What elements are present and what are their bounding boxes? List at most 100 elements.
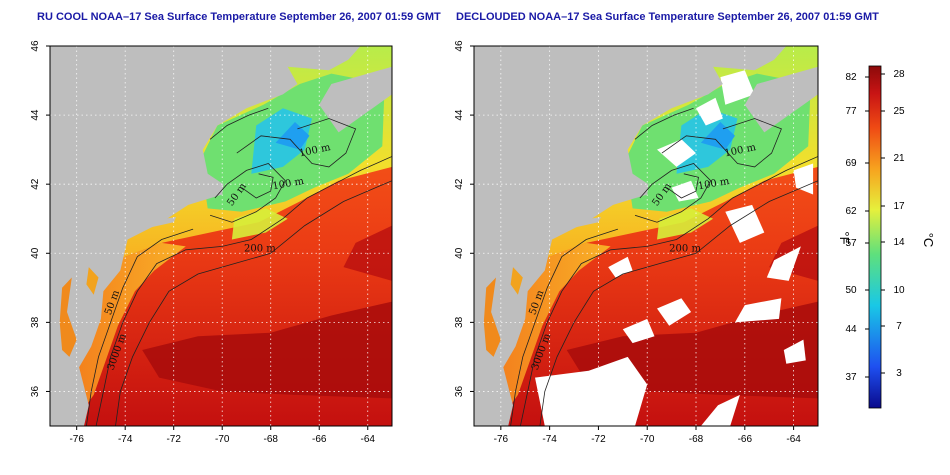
right-land-cape-cod — [632, 182, 649, 198]
contour-bank-top — [666, 173, 699, 199]
colorbar-ramp — [868, 65, 882, 409]
longitude-tick-label: -76 — [69, 434, 84, 445]
celsius-unit-label: °C — [921, 233, 936, 248]
longitude-tick-label: -72 — [166, 434, 181, 445]
longitude-tick-label: -72 — [591, 434, 606, 445]
fahrenheit-tick-label: 69 — [845, 158, 857, 169]
celsius-tick-label: 7 — [896, 321, 902, 332]
contour-nearshore — [634, 107, 694, 140]
longitude-tick-label: -70 — [640, 434, 655, 445]
contour-100m-gom — [661, 118, 782, 168]
right-graticule — [474, 46, 818, 426]
latitude-tick-label: 44 — [454, 109, 465, 121]
contour-label: 200 m — [669, 244, 701, 255]
cloud-mask-16 — [608, 256, 633, 278]
left-panel-title: RU COOL NOAA–17 Sea Surface Temperature … — [37, 11, 441, 23]
right-chesapeake-bay — [483, 277, 501, 357]
right-panel-title: DECLOUDED NOAA–17 Sea Surface Temperatur… — [456, 11, 879, 23]
latitude-tick-label: 44 — [30, 109, 41, 121]
fahrenheit-tick-label: 37 — [845, 372, 857, 383]
left-land-us-coast — [50, 46, 361, 426]
latitude-tick-label: 38 — [454, 316, 465, 328]
latitude-tick-label: 46 — [30, 40, 41, 52]
cloud-mask-2 — [725, 204, 765, 243]
cloud-mask-14 — [578, 405, 609, 426]
celsius-tick-label: 25 — [893, 106, 905, 117]
latitude-tick-label: 36 — [30, 386, 41, 398]
left-graticule — [50, 46, 392, 426]
celsius-tick-label: 17 — [893, 201, 905, 212]
longitude-tick-label: -64 — [786, 434, 801, 445]
right-land-us-coast — [474, 46, 787, 426]
longitude-tick-label: -70 — [215, 434, 230, 445]
left-cold-core — [275, 122, 310, 150]
right-land-nova-scotia — [744, 66, 818, 133]
contour-label: 200 m — [244, 244, 276, 255]
celsius-tick-label: 14 — [893, 237, 905, 248]
longitude-tick-label: -64 — [361, 434, 376, 445]
contour-3000m — [115, 180, 392, 426]
contour-200m — [95, 156, 392, 426]
contour-50m-coast — [510, 228, 619, 426]
longitude-tick-label: -74 — [118, 434, 133, 445]
left-land-cape-cod — [207, 182, 224, 198]
left-land-long-island — [127, 217, 177, 233]
longitude-tick-label: -66 — [312, 434, 327, 445]
longitude-tick-label: -76 — [494, 434, 509, 445]
cloud-mask-4 — [735, 298, 782, 323]
contour-label: 100 m — [272, 176, 306, 192]
latitude-tick-label: 46 — [454, 40, 465, 52]
cloud-mask-5 — [657, 298, 692, 326]
celsius-tick-label: 21 — [893, 153, 905, 164]
contour-3000m — [539, 180, 818, 426]
left-land-nova-scotia — [319, 66, 392, 133]
fahrenheit-tick-label: 82 — [845, 72, 857, 83]
temperature-colorbar: 82 77 69 62 57 50 44 37 28 25 21 17 14 10 7 3 °F °C — [837, 65, 936, 409]
latitude-tick-label: 42 — [454, 178, 465, 190]
right-land-long-island — [552, 217, 601, 233]
longitude-tick-label: -74 — [542, 434, 557, 445]
longitude-tick-label: -66 — [738, 434, 753, 445]
left-delaware-bay — [86, 267, 99, 295]
fahrenheit-tick-label: 77 — [845, 106, 857, 117]
cloud-mask-12 — [696, 97, 723, 126]
cloud-mask-6 — [622, 318, 655, 344]
cloud-mask-3 — [766, 246, 801, 281]
right-delaware-bay — [510, 267, 523, 295]
left-gulf-stream-band — [142, 301, 392, 399]
right-map-area — [474, 46, 818, 426]
fahrenheit-tick-label: 44 — [845, 324, 857, 335]
left-bathymetry-contours — [86, 107, 392, 426]
longitude-tick-label: -68 — [689, 434, 704, 445]
contour-bank-top — [241, 173, 274, 199]
cloud-mask-10 — [657, 139, 696, 167]
left-map-frame — [49, 45, 393, 427]
fahrenheit-tick-label: 50 — [845, 285, 857, 296]
left-map-area — [50, 46, 392, 426]
cloud-mask-1 — [700, 394, 740, 426]
contour-100m-gom — [236, 118, 357, 168]
latitude-tick-label: 38 — [30, 316, 41, 328]
fahrenheit-tick-label: 62 — [845, 206, 857, 217]
cloud-mask-13 — [559, 391, 584, 416]
celsius-tick-label: 3 — [896, 368, 902, 379]
right-bathymetry-contours — [510, 107, 818, 426]
latitude-tick-label: 40 — [454, 247, 465, 259]
fahrenheit-unit-label: °F — [837, 231, 852, 244]
contour-georges-bank — [209, 163, 286, 223]
contour-50m-coast — [86, 228, 194, 426]
cloud-mask-17 — [793, 163, 814, 195]
right-cold-core — [700, 122, 735, 150]
longitude-tick-label: -68 — [263, 434, 278, 445]
celsius-tick-label: 10 — [893, 285, 905, 296]
cloud-mask-9 — [720, 70, 755, 105]
celsius-tick-label: 28 — [893, 69, 905, 80]
contour-200m — [520, 156, 818, 426]
contour-georges-bank — [634, 163, 712, 223]
cloud-mask-15 — [783, 339, 806, 364]
contour-label: 100 m — [697, 176, 731, 192]
fahrenheit-tick-label: 57 — [845, 238, 857, 249]
